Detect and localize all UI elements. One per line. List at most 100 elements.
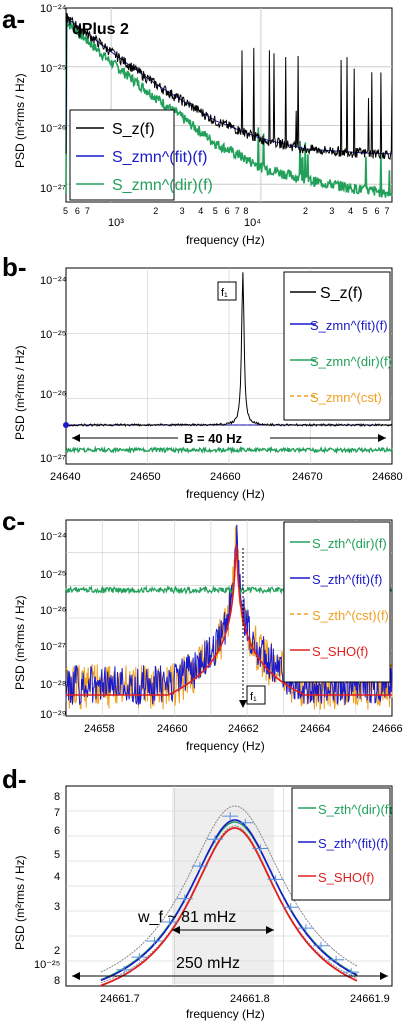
panel-a-title: qPlus 2: [72, 21, 129, 38]
panel-c: c- 10⁻²⁴ 10⁻²⁵ 10⁻²⁶ 10⁻²⁷ 10⁻²⁸ 10⁻²⁹ 2…: [2, 506, 403, 753]
c-f1-box: [246, 685, 266, 705]
d-ytick-1: 8: [54, 791, 60, 803]
d-span-arrow-right: [380, 972, 388, 980]
a-ylabel: PSD (m²rms / Hz): [13, 73, 27, 168]
d-legend-2: S_zth^(fit)(f): [318, 836, 388, 851]
d-xtick-1: 24661.7: [100, 993, 140, 1005]
a-ytick-1: 10⁻²⁴: [40, 3, 67, 15]
panel-c-letter: c-: [2, 506, 25, 536]
panel-b: b- 10⁻²⁴ 10⁻²⁵ 10⁻²⁶ 10⁻²⁷ 24640 24650 2…: [2, 252, 403, 501]
b-xtick-1: 24640: [50, 471, 81, 483]
d-ytick-6: 3: [54, 901, 60, 913]
a-xtick-minor: 8: [243, 206, 248, 216]
c-ytick-5: 10⁻²⁸: [40, 679, 66, 691]
a-legend-3: S_zmn^(dir)(f): [112, 177, 213, 194]
a-xtick-minor: 6: [75, 206, 80, 216]
d-xtick-2: 24661.8: [230, 993, 270, 1005]
b-legend-4: S_zmn^(cst): [310, 390, 382, 405]
d-series-sho: [100, 827, 358, 987]
b-ytick-1: 10⁻²⁴: [40, 275, 67, 287]
a-xtick-minor: 4: [198, 206, 203, 216]
c-legend-4: S_SHO(f): [312, 644, 368, 659]
d-span-label: 250 mHz: [176, 955, 240, 972]
b-xtick-2: 24650: [130, 471, 161, 483]
d-ytick-5: 4: [54, 871, 60, 883]
c-f1-label: f₁: [250, 691, 257, 703]
a-xtick-minor: 3: [180, 206, 185, 216]
c-xtick-2: 24660: [157, 723, 188, 735]
a-xtick-1e4: 10⁴: [244, 217, 261, 229]
b-xtick-5: 24680: [372, 471, 403, 483]
a-xtick-minor: 7: [235, 206, 240, 216]
a-xtick-minor: 5: [63, 206, 68, 216]
c-ytick-3: 10⁻²⁶: [40, 605, 66, 617]
b-f1-label: f₁: [221, 287, 228, 299]
panel-d-letter: d-: [2, 764, 27, 794]
d-series-fit: [100, 819, 358, 982]
c-legend-3: S_zth^(cst)(f): [312, 608, 389, 623]
a-xlabel: frequency (Hz): [186, 233, 265, 247]
c-xtick-1: 24658: [84, 723, 115, 735]
d-ytick-3: 6: [54, 825, 60, 837]
b-legend-3: S_zmn^(dir)(f): [310, 354, 392, 369]
b-point: [63, 422, 69, 428]
a-legend-1: S_z(f): [112, 121, 155, 138]
b-arrow-left: [72, 434, 80, 442]
b-legend: [283, 271, 391, 421]
d-span-arrow-left: [72, 972, 80, 980]
panel-b-letter: b-: [2, 252, 27, 282]
d-ytick-2: 7: [54, 807, 60, 819]
a-xtick-minor: 5: [363, 206, 368, 216]
c-ytick-4: 10⁻²⁷: [40, 641, 66, 653]
panel-b-curves: [63, 272, 393, 455]
c-xtick-4: 24664: [300, 723, 331, 735]
b-series-dir: [65, 445, 393, 455]
b-ytick-4: 10⁻²⁷: [40, 453, 66, 465]
b-xlabel: frequency (Hz): [186, 487, 265, 501]
a-legend-2: S_zmn^(fit)(f): [112, 149, 208, 166]
a-ytick-2: 10⁻²⁵: [40, 63, 66, 75]
b-legend-1: S_z(f): [320, 285, 363, 302]
a-xtick-minor: 2: [303, 206, 308, 216]
b-xtick-3: 24660: [210, 471, 241, 483]
b-f1-box: [217, 281, 237, 301]
b-bandwidth-label: B = 40 Hz: [184, 431, 243, 446]
b-arrow-right: [378, 434, 386, 442]
c-legend-1: S_zth^(dir)(f): [312, 536, 387, 551]
d-ytick-9: 8: [54, 975, 60, 987]
c-ytick-1: 10⁻²⁴: [40, 531, 67, 543]
a-xtick-minor: 7: [85, 206, 90, 216]
c-series-sho: [66, 545, 392, 696]
d-legend: [291, 787, 391, 901]
b-xtick-4: 24670: [292, 471, 323, 483]
d-xlabel: frequency (Hz): [186, 1007, 265, 1021]
panel-a-curves: [65, 12, 393, 198]
a-xtick-minor: 2: [153, 206, 158, 216]
a-series-0: [65, 20, 393, 198]
a-ytick-3: 10⁻²⁶: [40, 123, 66, 135]
b-ytick-2: 10⁻²⁵: [40, 329, 66, 341]
a-series-2: [65, 12, 393, 161]
d-ytick-7: 2: [54, 945, 60, 957]
a-xtick-minor: 3: [329, 206, 334, 216]
panel-d: d- 8 7 6 5 4 3 2 10⁻²⁵ 8 24661.7 24661.8…: [2, 764, 393, 1021]
a-legend: [69, 109, 175, 201]
b-bandwidth-bg: [178, 430, 270, 446]
c-ylabel: PSD (m²rms / Hz): [13, 595, 27, 690]
d-legend-1: S_zth^(dir)(f): [318, 802, 393, 817]
a-ytick-4: 10⁻²⁷: [40, 183, 66, 195]
d-legend-3: S_SHO(f): [318, 870, 374, 885]
a-xtick-minor: 5: [213, 206, 218, 216]
a-xtick-minor: 6: [225, 206, 230, 216]
c-f1-arrow: [239, 700, 247, 708]
d-ylabel: PSD (m²rms / Hz): [13, 855, 27, 950]
b-series-sz: [65, 272, 393, 428]
b-ylabel: PSD (m²rms / Hz): [13, 345, 27, 440]
b-legend-2: S_zmn^(fit)(f): [310, 318, 388, 333]
c-ytick-2: 10⁻²⁵: [40, 569, 66, 581]
d-width-label: w_f ~ 81 mHz: [137, 909, 236, 926]
c-xtick-5: 24666: [372, 723, 403, 735]
